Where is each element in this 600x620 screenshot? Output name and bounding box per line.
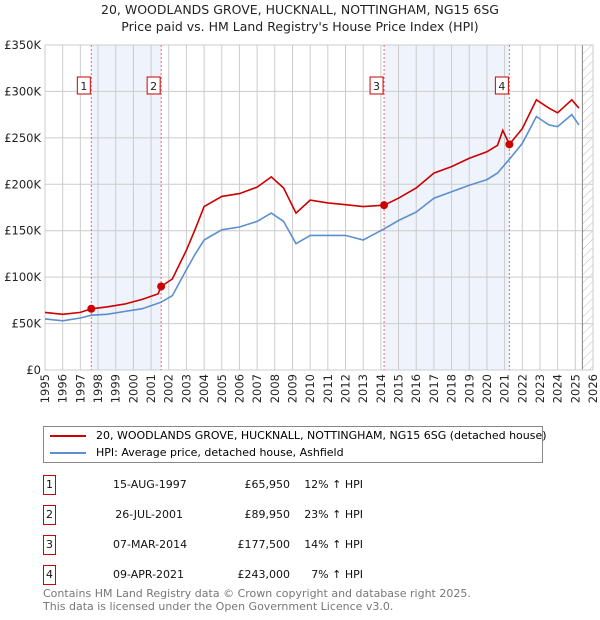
sale-hpi-diff: 14% ↑ HPI — [304, 538, 363, 551]
x-tick-label: 2008 — [268, 374, 282, 403]
x-tick-label: 1999 — [109, 374, 123, 403]
y-tick-label: £300K — [4, 84, 41, 98]
sale-price: £177,500 — [237, 538, 291, 551]
sale-date: 15-AUG-1997 — [113, 478, 187, 491]
x-tick-label: 2009 — [286, 374, 300, 403]
legend-property-label: 20, WOODLANDS GROVE, HUCKNALL, NOTTINGHA… — [96, 429, 547, 442]
sale-number-box: 1 — [43, 475, 56, 495]
series-line — [44, 98, 580, 316]
sale-price: £243,000 — [237, 568, 291, 581]
x-tick-label: 2024 — [551, 374, 565, 403]
x-tick-label: 2021 — [498, 374, 512, 403]
sale-point — [157, 282, 166, 291]
x-tick-label: 1996 — [56, 374, 70, 403]
legend-red-line — [50, 435, 86, 437]
sale-date: 09-APR-2021 — [113, 568, 185, 581]
shaded-period — [384, 45, 510, 370]
x-tick-label: 2013 — [356, 374, 370, 403]
legend-hpi-label: HPI: Average price, detached house, Ashf… — [96, 446, 344, 459]
series-line — [44, 113, 580, 322]
sale-number-box: 2 — [43, 505, 56, 525]
x-tick-label: 2003 — [179, 374, 193, 403]
x-tick-label: 1995 — [38, 374, 52, 403]
sale-label: 4 — [498, 80, 505, 93]
x-tick-label: 2000 — [126, 374, 140, 403]
x-tick-label: 2016 — [409, 374, 423, 403]
sale-date: 07-MAR-2014 — [113, 538, 188, 551]
x-tick-label: 2026 — [586, 374, 600, 403]
x-tick-label: 2019 — [462, 374, 476, 403]
y-tick-label: £250K — [4, 131, 41, 145]
sale-hpi-diff: 23% ↑ HPI — [304, 508, 363, 521]
x-tick-label: 1998 — [91, 374, 105, 403]
x-tick-label: 2017 — [427, 374, 441, 403]
sale-label-box — [76, 76, 91, 95]
legend-blue-line — [50, 452, 86, 454]
sale-hpi-diff: 7% ↑ HPI — [311, 568, 363, 581]
sale-label: 3 — [373, 80, 380, 93]
x-tick-label: 2006 — [233, 374, 247, 403]
chart-subtitle: Price paid vs. HM Land Registry's House … — [121, 19, 479, 34]
sale-point — [505, 140, 514, 149]
x-tick-label: 2015 — [392, 374, 406, 403]
forecast-hatch — [582, 45, 593, 370]
sale-label-box — [146, 76, 161, 95]
plot-frame — [44, 44, 594, 371]
sale-price: £65,950 — [244, 478, 291, 491]
sale-label: 1 — [80, 80, 87, 93]
x-tick-label: 2020 — [480, 374, 494, 403]
price-chart: 1995 1996 1997 1998 1999 2000 2001 2002 2003 2004… — [4, 38, 600, 403]
sale-price: £89,950 — [244, 508, 291, 521]
shaded-period — [91, 45, 162, 370]
x-tick-label: 2022 — [515, 374, 529, 403]
y-tick-label: £200K — [4, 177, 41, 191]
x-tick-label: 2014 — [374, 374, 388, 403]
x-tick-label: 2007 — [250, 374, 264, 403]
y-tick-label: £100K — [4, 270, 41, 284]
sale-date: 26-JUL-2001 — [115, 508, 183, 521]
x-tick-label: 2002 — [162, 374, 176, 403]
legend: 20, WOODLANDS GROVE, HUCKNALL, NOTTINGHA… — [43, 426, 547, 463]
sale-number-box: 3 — [43, 535, 56, 555]
sale-label-box — [494, 76, 509, 95]
x-tick-label: 2004 — [197, 374, 211, 403]
footer-licence: This data is licensed under the Open Gov… — [43, 600, 394, 613]
y-tick-label: £350K — [4, 38, 41, 52]
sale-hpi-diff: 12% ↑ HPI — [304, 478, 363, 491]
sale-point — [87, 304, 96, 313]
x-tick-label: 2023 — [533, 374, 547, 403]
sale-label-box — [369, 76, 384, 95]
sale-point — [380, 201, 389, 210]
y-tick-label: £150K — [4, 224, 41, 238]
chart-title: 20, WOODLANDS GROVE, HUCKNALL, NOTTINGHA… — [101, 2, 499, 17]
sale-number-box: 4 — [43, 565, 56, 585]
x-tick-label: 2005 — [215, 374, 229, 403]
x-tick-label: 2025 — [568, 374, 582, 403]
x-tick-label: 2010 — [303, 374, 317, 403]
x-tick-label: 2018 — [445, 374, 459, 403]
sale-label: 2 — [150, 80, 157, 93]
x-tick-label: 1997 — [73, 374, 87, 403]
y-tick-label: £50K — [12, 317, 42, 331]
footer-copyright: Contains HM Land Registry data © Crown c… — [43, 587, 471, 600]
x-tick-label: 2001 — [144, 374, 158, 403]
y-tick-label: £0 — [26, 363, 41, 377]
x-tick-label: 2011 — [321, 374, 335, 403]
x-tick-label: 2012 — [339, 374, 353, 403]
